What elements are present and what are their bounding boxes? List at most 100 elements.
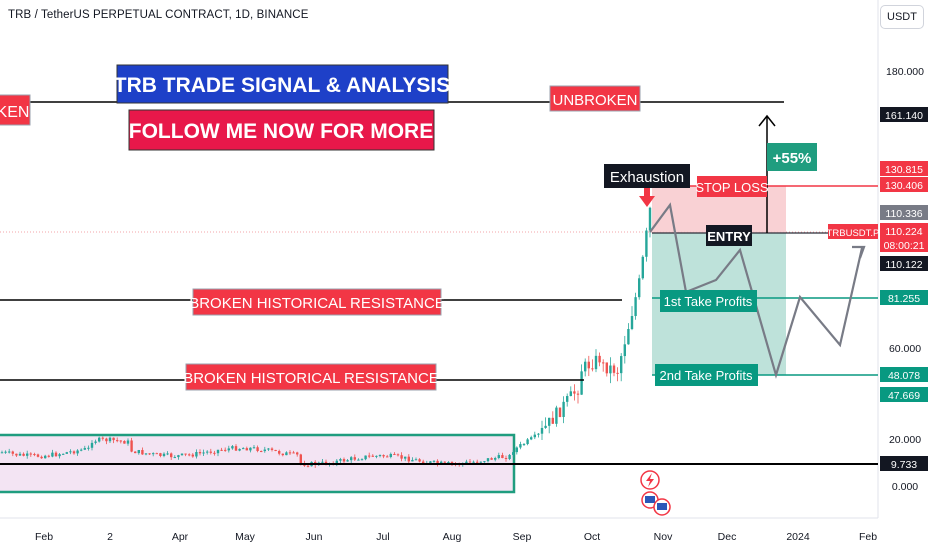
candle-body bbox=[231, 446, 234, 449]
price-badge bbox=[880, 290, 928, 305]
candle-body bbox=[123, 440, 126, 444]
candle-body bbox=[414, 459, 418, 461]
title-banner-box bbox=[116, 64, 449, 104]
candle-body bbox=[33, 454, 36, 456]
candle-body bbox=[260, 451, 263, 453]
candle-body bbox=[26, 453, 29, 456]
candle-body bbox=[292, 452, 295, 454]
price-tick-label: 0.000 bbox=[892, 481, 918, 493]
candle-body bbox=[252, 447, 256, 449]
candle-body bbox=[447, 462, 450, 464]
candle-body bbox=[4, 451, 7, 453]
candle-body bbox=[234, 446, 238, 451]
price-badge bbox=[880, 256, 928, 271]
candle-body bbox=[350, 457, 353, 461]
time-axis[interactable]: Feb 2 Apr May Jun Jul Aug Sep Oct Nov Dec 2024 Feb bbox=[35, 531, 877, 543]
candle-body bbox=[105, 438, 108, 442]
price-axis[interactable]: 180.000 60.000 20.000 0.000 161.140 130.815 13… bbox=[827, 66, 928, 493]
candle-body bbox=[335, 460, 338, 465]
candle-body bbox=[472, 461, 475, 463]
candle-body bbox=[602, 362, 605, 364]
time-tick-label: 2 bbox=[107, 531, 113, 543]
price-badge-label: 130.406 bbox=[885, 180, 923, 192]
candle-body bbox=[69, 451, 72, 453]
candle-body bbox=[18, 453, 22, 456]
candle-body bbox=[130, 440, 133, 452]
candle-body bbox=[202, 452, 205, 454]
candle-body bbox=[407, 456, 410, 462]
candle-body bbox=[634, 297, 637, 317]
price-badge bbox=[880, 205, 928, 220]
symbol-header[interactable]: TRB / TetherUS PERPETUAL CONTRACT, 1D, B… bbox=[8, 9, 309, 21]
candle-body bbox=[476, 461, 479, 463]
candle-body bbox=[508, 454, 511, 459]
candle-body bbox=[389, 453, 392, 458]
candle-body bbox=[148, 453, 151, 455]
candle-body bbox=[166, 453, 169, 455]
candle-body bbox=[270, 448, 274, 450]
price-badge bbox=[880, 107, 928, 122]
candle-body bbox=[422, 461, 425, 464]
price-tick-label: 60.000 bbox=[889, 343, 921, 355]
candle-body bbox=[548, 417, 551, 426]
candle-body bbox=[519, 444, 522, 448]
entry-label: ENTRY bbox=[707, 229, 751, 244]
candle-body bbox=[76, 450, 79, 454]
candle-body bbox=[404, 456, 407, 459]
tp1-label-box bbox=[660, 290, 757, 312]
follow-banner-box bbox=[128, 109, 435, 151]
candle-body bbox=[206, 451, 209, 453]
time-tick-label: Sep bbox=[513, 531, 532, 543]
candle-body bbox=[11, 451, 14, 454]
time-tick-label: Feb bbox=[859, 531, 877, 543]
candle-body bbox=[512, 452, 515, 455]
follow-banner: FOLLOW ME NOW FOR MORE bbox=[129, 120, 433, 143]
candle-body bbox=[479, 461, 482, 463]
candle-body bbox=[353, 457, 356, 460]
gain-arrow-head bbox=[758, 114, 776, 127]
lightning-glyph bbox=[646, 473, 654, 487]
candle-body bbox=[47, 455, 50, 457]
candle-body bbox=[411, 459, 414, 462]
price-tick-label: 180.000 bbox=[886, 66, 924, 78]
time-tick-label: May bbox=[235, 531, 256, 543]
unbroken-label: UNBROKEN bbox=[552, 92, 637, 109]
candle-body bbox=[83, 448, 86, 450]
candle-body bbox=[501, 455, 504, 459]
candle-body bbox=[288, 452, 292, 454]
candle-body bbox=[368, 455, 371, 457]
candle-body bbox=[580, 371, 583, 395]
candle-body bbox=[101, 437, 104, 439]
candle-body bbox=[357, 459, 360, 461]
candle-body bbox=[58, 454, 61, 457]
candle-body bbox=[429, 461, 432, 464]
candle-body bbox=[490, 458, 493, 460]
candle-body bbox=[198, 452, 202, 454]
candle-body bbox=[188, 454, 191, 456]
candle-body bbox=[620, 356, 623, 374]
candle-body bbox=[98, 437, 101, 442]
price-badge bbox=[880, 223, 928, 238]
broken-resistance-label-1: BROKEN HISTORICAL RESISTANCE bbox=[189, 295, 445, 312]
candle-body bbox=[119, 440, 122, 442]
candle-body bbox=[213, 452, 216, 454]
candle-body bbox=[641, 256, 644, 279]
candle-body bbox=[281, 453, 284, 456]
candle-body bbox=[144, 453, 148, 455]
time-tick-label: Feb bbox=[35, 531, 53, 543]
candle-body bbox=[15, 453, 18, 456]
candle-body bbox=[598, 355, 601, 363]
candle-body bbox=[36, 454, 40, 457]
candle-body bbox=[558, 407, 562, 417]
candle-body bbox=[569, 391, 572, 397]
candle-body bbox=[29, 453, 32, 455]
currency-button[interactable]: USDT bbox=[880, 5, 924, 29]
price-badge-label: 130.815 bbox=[885, 164, 923, 176]
price-badge-label: 08:00:21 bbox=[884, 240, 925, 252]
candle-body bbox=[346, 460, 349, 462]
candle-body bbox=[360, 459, 364, 461]
candle-body bbox=[584, 361, 587, 372]
candle-body bbox=[364, 455, 367, 460]
candle-body bbox=[227, 448, 230, 451]
stop-loss-label-box bbox=[697, 176, 767, 197]
